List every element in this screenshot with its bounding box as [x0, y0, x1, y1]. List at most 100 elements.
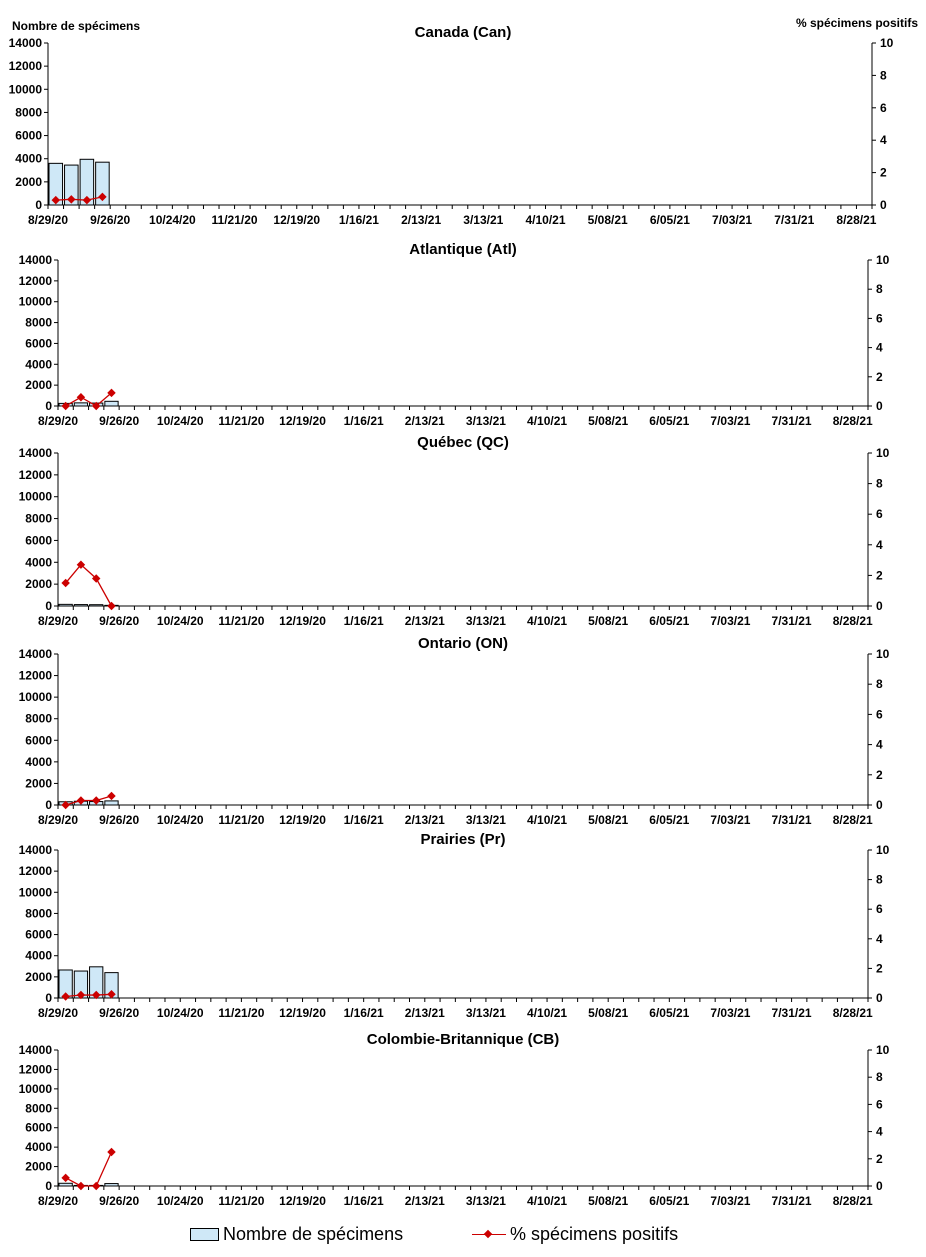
y-left-tick-label: 6000	[15, 129, 42, 143]
y-left-tick-label: 12000	[19, 274, 53, 288]
y-left-tick-label: 8000	[15, 105, 42, 119]
y-left-tick-label: 12000	[19, 468, 53, 482]
y-right-tick-label: 8	[876, 477, 883, 491]
x-tick-label: 10/24/20	[157, 414, 204, 428]
x-tick-label: 1/16/21	[344, 1006, 384, 1020]
y-right-tick-label: 0	[880, 198, 887, 212]
y-left-tick-label: 2000	[25, 1160, 52, 1174]
x-tick-label: 3/13/21	[466, 813, 506, 827]
y-left-tick-label: 4000	[25, 555, 52, 569]
line-marker	[91, 1181, 101, 1191]
positive-line	[65, 392, 112, 407]
y-right-tick-label: 6	[880, 101, 887, 115]
x-tick-label: 1/16/21	[344, 614, 384, 628]
x-tick-label: 1/16/21	[339, 213, 379, 227]
y-left-tick-label: 2000	[25, 970, 52, 984]
legend-item-specimens: Nombre de spécimens	[190, 1224, 403, 1245]
x-tick-label: 12/19/20	[279, 1006, 326, 1020]
y-right-tick-label: 10	[876, 843, 890, 857]
x-tick-label: 8/29/20	[38, 414, 78, 428]
y-right-tick-label: 0	[876, 1179, 883, 1193]
y-right-tick-label: 0	[876, 599, 883, 613]
y-left-tick-label: 0	[45, 798, 52, 812]
x-tick-label: 5/08/21	[588, 1194, 628, 1208]
x-tick-label: 11/21/20	[218, 414, 264, 428]
y-left-tick-label: 10000	[9, 82, 43, 96]
y-left-tick-label: 8000	[25, 512, 52, 526]
x-tick-label: 8/29/20	[38, 1006, 78, 1020]
y-left-tick-label: 6000	[25, 533, 52, 547]
bar	[58, 1182, 73, 1187]
chart-title: Québec (QC)	[417, 434, 509, 451]
y-left-tick-label: 10000	[19, 885, 53, 899]
x-tick-label: 11/21/20	[218, 1006, 264, 1020]
positive-line	[65, 993, 112, 998]
x-tick-label: 1/16/21	[344, 1194, 384, 1208]
positive-line	[65, 1151, 113, 1187]
x-tick-label: 3/13/21	[466, 1194, 506, 1208]
chart-title: Canada (Can)	[415, 24, 512, 41]
y-left-tick-label: 2000	[15, 175, 42, 189]
y-right-tick-label: 4	[876, 932, 883, 946]
y-left-tick-label: 6000	[25, 1121, 52, 1135]
x-tick-label: 7/31/21	[774, 213, 814, 227]
line-marker	[98, 192, 107, 202]
y-right-tick-label: 4	[876, 1125, 883, 1139]
x-tick-label: 7/03/21	[710, 614, 750, 628]
y-left-tick-label: 6000	[25, 336, 52, 350]
x-tick-label: 8/28/21	[833, 614, 873, 628]
y-right-tick-label: 4	[876, 738, 883, 752]
x-tick-label: 8/29/20	[38, 1194, 78, 1208]
x-tick-label: 7/31/21	[772, 813, 812, 827]
y-left-tick-label: 12000	[19, 864, 53, 878]
x-tick-label: 8/28/21	[833, 1194, 873, 1208]
chart-legend: Nombre de spécimens % spécimens positifs	[0, 1220, 926, 1250]
line-marker	[107, 601, 116, 611]
line-marker	[107, 1147, 116, 1157]
y-left-tick-label: 4000	[15, 152, 42, 166]
y-right-tick-label: 4	[880, 133, 887, 147]
y-left-tick-label: 8000	[25, 1101, 52, 1115]
x-tick-label: 12/19/20	[279, 813, 326, 827]
y-right-tick-label: 6	[876, 902, 883, 916]
line-marker	[82, 195, 92, 205]
y-left-tick-label: 8000	[25, 316, 52, 330]
x-tick-label: 4/10/21	[527, 1006, 567, 1020]
legend-label-specimens: Nombre de spécimens	[223, 1224, 404, 1244]
x-tick-label: 10/24/20	[157, 1194, 204, 1208]
y-left-tick-label: 0	[45, 991, 52, 1005]
y-right-tick-label: 2	[876, 1152, 883, 1166]
x-tick-label: 2/13/21	[405, 1194, 445, 1208]
x-tick-label: 2/13/21	[405, 614, 445, 628]
x-tick-label: 9/26/20	[90, 213, 130, 227]
line-marker	[91, 401, 101, 411]
y-left-tick-label: 4000	[25, 949, 52, 963]
y-left-tick-label: 2000	[25, 776, 52, 790]
y-left-tick-label: 6000	[25, 733, 52, 747]
y-left-tick-label: 14000	[19, 1043, 53, 1057]
y-left-tick-label: 6000	[25, 928, 52, 942]
x-tick-label: 9/26/20	[99, 414, 139, 428]
x-tick-label: 5/08/21	[588, 614, 628, 628]
chart-title: Prairies (Pr)	[420, 831, 505, 848]
y-left-tick-label: 14000	[9, 36, 43, 50]
x-tick-label: 8/29/20	[28, 213, 68, 227]
y-left-axis-label: Nombre de spécimens	[12, 19, 140, 33]
bar	[58, 603, 73, 607]
x-tick-label: 7/03/21	[710, 813, 750, 827]
x-tick-label: 10/24/20	[157, 1006, 204, 1020]
y-right-tick-label: 8	[876, 282, 883, 296]
x-tick-label: 9/26/20	[99, 1194, 139, 1208]
line-marker	[51, 195, 61, 205]
x-tick-label: 5/08/21	[588, 414, 628, 428]
x-tick-label: 6/05/21	[649, 1006, 689, 1020]
x-tick-label: 1/16/21	[344, 813, 384, 827]
positive-line	[65, 563, 113, 607]
y-right-tick-label: 10	[876, 446, 890, 460]
legend-line-swatch	[472, 1229, 506, 1241]
y-right-tick-label: 6	[876, 707, 883, 721]
y-left-tick-label: 10000	[19, 690, 53, 704]
chart-title: Ontario (ON)	[418, 635, 508, 652]
line-marker	[107, 791, 116, 801]
line-marker	[61, 401, 70, 411]
